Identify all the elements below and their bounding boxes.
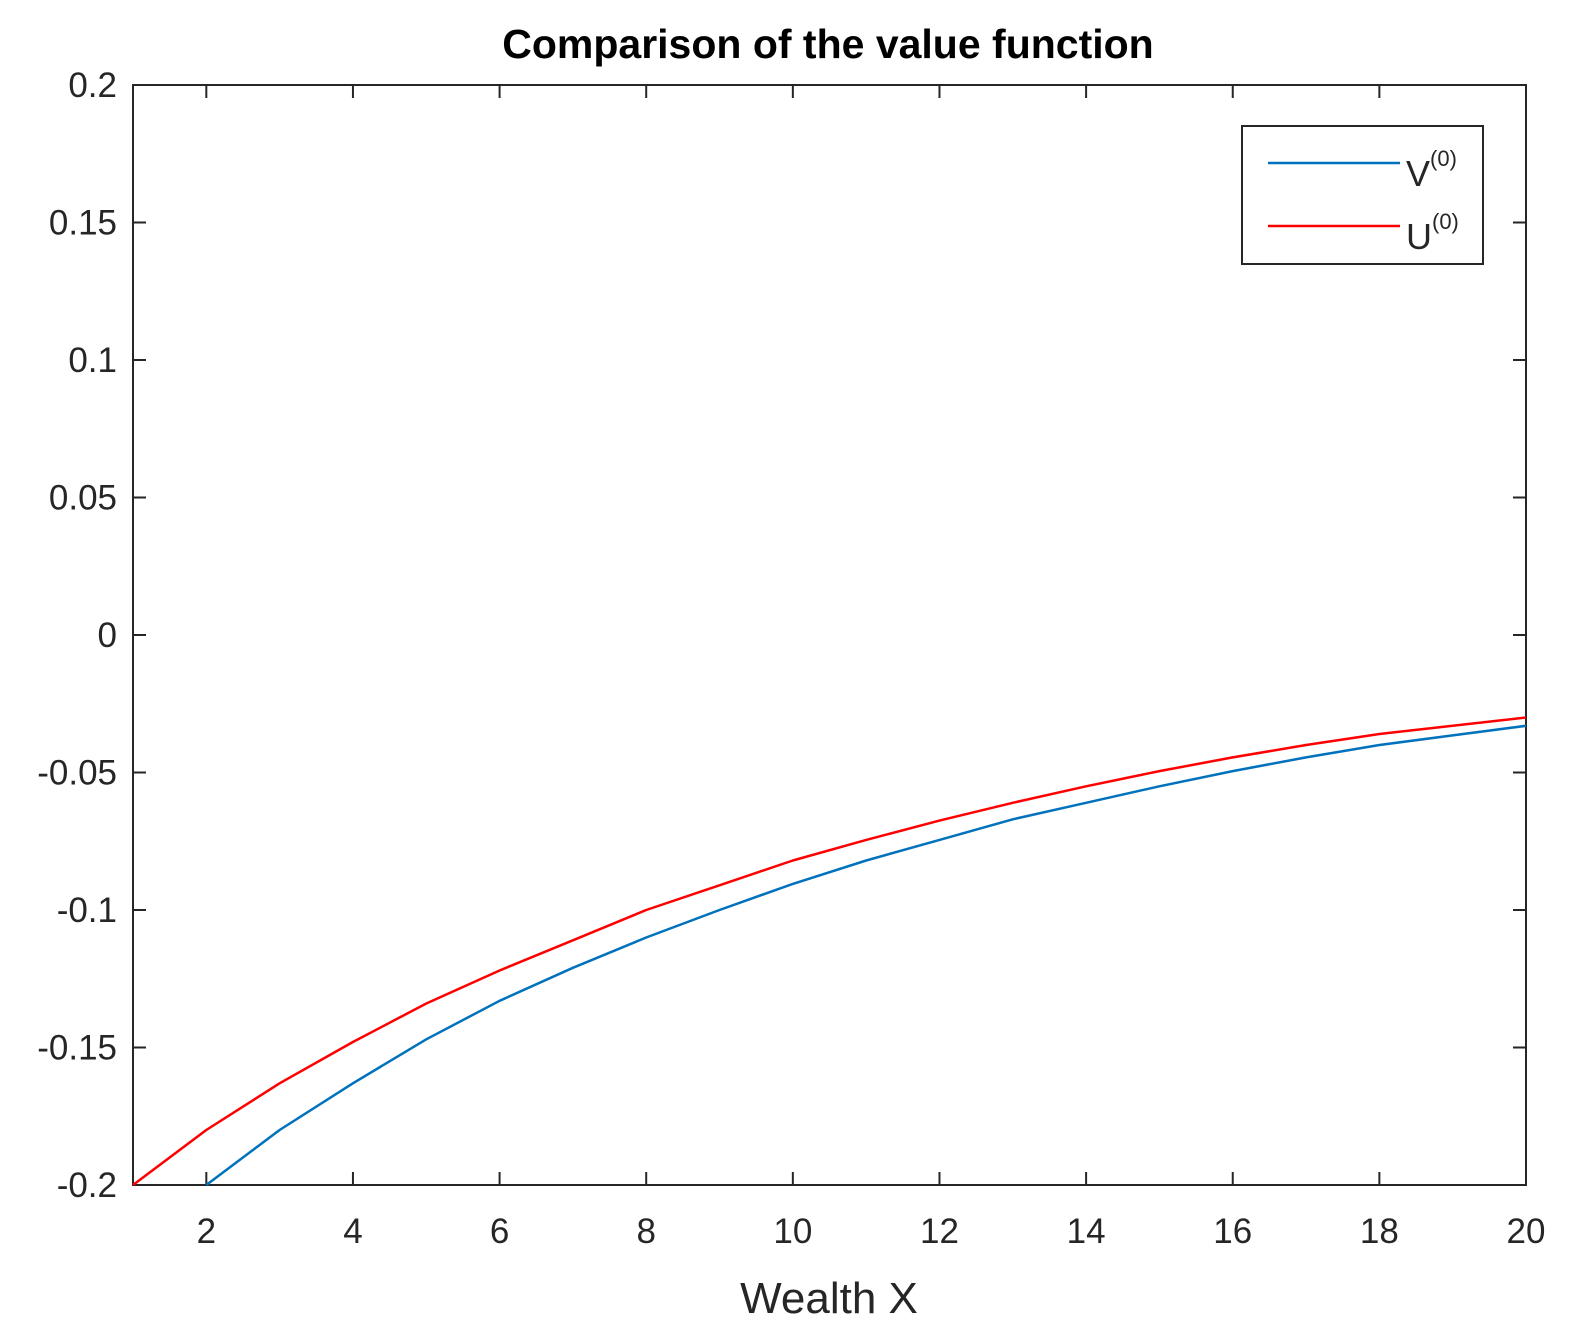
legend-label-v: V(0) bbox=[1406, 146, 1457, 194]
axis-ticks bbox=[133, 84, 1527, 1186]
y-tick-label: -0.15 bbox=[37, 1029, 117, 1068]
tick-labels: 2 4 6 8 10 12 14 16 18 20 -0.2 -0.15 -0.1 -0.05 0 0.05 0… bbox=[37, 66, 1545, 1251]
series-lines bbox=[132, 716, 1527, 1186]
y-tick-label: -0.05 bbox=[37, 754, 117, 793]
plot-area bbox=[132, 84, 1527, 1186]
y-tick-label: -0.2 bbox=[57, 1166, 117, 1205]
legend-label-u: U(0) bbox=[1406, 209, 1459, 257]
y-tick-label: 0.15 bbox=[49, 204, 117, 243]
legend-box bbox=[1241, 125, 1484, 265]
y-tick-label: 0 bbox=[98, 616, 117, 655]
series-line-u bbox=[132, 716, 1527, 1186]
x-tick-label: 12 bbox=[920, 1212, 959, 1251]
y-tick-label: 0.2 bbox=[68, 66, 117, 105]
x-tick-label: 2 bbox=[197, 1212, 216, 1251]
x-tick-label: 8 bbox=[636, 1212, 655, 1251]
x-tick-label: 6 bbox=[490, 1212, 509, 1251]
x-tick-label: 18 bbox=[1360, 1212, 1399, 1251]
x-tick-label: 16 bbox=[1213, 1212, 1252, 1251]
x-tick-label: 4 bbox=[343, 1212, 362, 1251]
x-axis-label: Wealth X bbox=[740, 1274, 918, 1323]
y-tick-label: -0.1 bbox=[57, 891, 117, 930]
y-tick-label: 0.05 bbox=[49, 479, 117, 518]
series-line-v bbox=[205, 724, 1527, 1186]
y-tick-label: 0.1 bbox=[68, 341, 117, 380]
legend: V(0) U(0) bbox=[1241, 125, 1484, 265]
chart-title: Comparison of the value function bbox=[502, 21, 1153, 67]
x-tick-label: 14 bbox=[1067, 1212, 1106, 1251]
x-tick-label: 20 bbox=[1507, 1212, 1546, 1251]
x-tick-label: 10 bbox=[773, 1212, 812, 1251]
